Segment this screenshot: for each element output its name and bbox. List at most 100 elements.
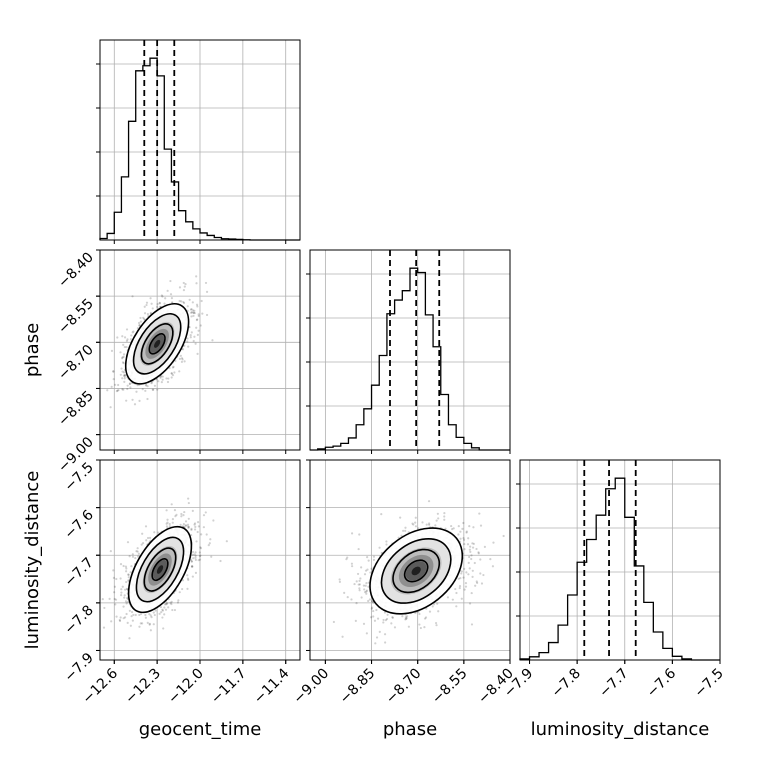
scatter-point xyxy=(161,608,164,611)
scatter-point xyxy=(414,516,417,519)
scatter-point xyxy=(178,286,182,289)
y-tick-label: −8.70 xyxy=(55,342,97,384)
x-tick-label: −7.6 xyxy=(644,665,679,700)
scatter-point xyxy=(202,514,206,517)
contour-line xyxy=(127,525,193,614)
scatter-point xyxy=(345,558,348,561)
scatter-point xyxy=(161,295,164,298)
density-level xyxy=(156,565,164,574)
scatter-point xyxy=(477,551,480,554)
scatter-point xyxy=(179,523,182,526)
scatter-point xyxy=(134,613,137,617)
scatter-point xyxy=(467,561,470,564)
contour-line xyxy=(143,547,177,592)
scatter-point xyxy=(122,564,125,568)
scatter-point xyxy=(131,398,134,401)
y-tick-label: −8.85 xyxy=(55,388,97,430)
scatter-point xyxy=(154,609,157,612)
scatter-point xyxy=(475,547,478,551)
scatter-point xyxy=(201,312,204,315)
scatter-point xyxy=(106,389,109,392)
scatter-point xyxy=(363,573,367,576)
scatter-point xyxy=(180,357,184,360)
scatter-point xyxy=(131,331,134,334)
scatter-point xyxy=(193,528,197,531)
scatter-point xyxy=(114,383,117,386)
scatter-point xyxy=(193,309,196,312)
scatter-point xyxy=(404,616,407,619)
scatter-point xyxy=(373,619,377,622)
scatter-point xyxy=(187,526,190,529)
scatter-point xyxy=(122,617,125,620)
scatter-point xyxy=(211,339,214,342)
scatter-point xyxy=(468,567,471,570)
scatter-point xyxy=(128,637,131,640)
scatter-point xyxy=(470,557,473,561)
marginal-phase xyxy=(306,249,511,454)
scatter-point xyxy=(469,545,472,548)
scatter-point xyxy=(143,305,146,308)
scatter-point xyxy=(405,615,409,618)
scatter-point xyxy=(153,384,157,387)
scatter-point xyxy=(146,397,149,401)
scatter-point xyxy=(159,605,163,609)
scatter-point xyxy=(192,311,195,314)
scatter-point xyxy=(418,612,421,616)
scatter-point xyxy=(122,361,125,365)
scatter-point xyxy=(428,523,431,526)
scatter-point xyxy=(128,555,131,558)
scatter-point xyxy=(417,527,420,530)
scatter-point xyxy=(197,314,200,318)
scatter-point xyxy=(102,626,106,629)
scatter-point xyxy=(482,573,485,577)
scatter-point xyxy=(354,619,357,622)
scatter-point xyxy=(376,617,380,620)
scatter-point xyxy=(135,390,138,393)
scatter-point xyxy=(457,533,460,536)
scatter-point xyxy=(156,388,159,391)
scatter-point xyxy=(146,385,149,388)
scatter-point xyxy=(153,613,156,617)
scatter-point xyxy=(138,399,141,402)
scatter-point xyxy=(350,532,354,535)
scatter-point xyxy=(367,559,370,562)
joint-geocent_time-luminosity_distance: −7.9−7.8−7.7−7.6−7.5luminosity_distance−… xyxy=(22,459,301,740)
scatter-point xyxy=(117,383,120,387)
scatter-point xyxy=(120,591,123,594)
scatter-point xyxy=(195,275,198,278)
scatter-point xyxy=(171,301,174,304)
scatter-point xyxy=(186,523,190,526)
scatter-point xyxy=(124,374,127,377)
scatter-point xyxy=(194,554,197,557)
scatter-point xyxy=(116,389,119,392)
scatter-point xyxy=(178,299,181,303)
scatter-point xyxy=(468,525,471,528)
scatter-point xyxy=(187,497,190,500)
scatter-point xyxy=(129,571,132,574)
scatter-point xyxy=(138,625,141,628)
scatter-point xyxy=(170,602,173,606)
scatter-point xyxy=(460,570,464,573)
scatter-point xyxy=(136,550,139,553)
scatter-point xyxy=(196,352,199,356)
scatter-point xyxy=(121,377,124,380)
scatter-point xyxy=(384,641,387,644)
scatter-point xyxy=(197,313,200,316)
scatter-point xyxy=(399,516,402,519)
scatter-point xyxy=(103,606,106,610)
x-tick-label: −7.7 xyxy=(596,666,631,701)
scatter-point xyxy=(186,577,190,580)
scatter-point xyxy=(402,529,405,532)
scatter-point xyxy=(122,388,125,391)
scatter-point xyxy=(182,514,185,517)
scatter-point xyxy=(369,616,373,619)
scatter-point xyxy=(198,555,202,558)
scatter-point xyxy=(132,613,135,617)
scatter-point xyxy=(112,576,115,579)
scatter-point xyxy=(355,602,358,605)
x-axis-label: geocent_time xyxy=(139,719,262,740)
scatter-point xyxy=(188,298,191,301)
scatter-point xyxy=(462,538,466,541)
scatter-point xyxy=(116,336,119,339)
